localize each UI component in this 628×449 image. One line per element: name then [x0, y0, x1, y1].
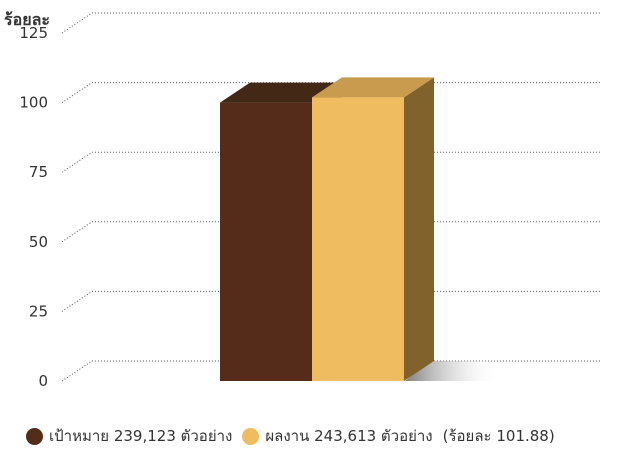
legend-item-actual: ผลงาน 243,613 ตัวอย่าง	[242, 424, 433, 448]
y-axis-label: ร้อยละ	[4, 10, 50, 29]
gridline-125	[61, 12, 600, 34]
gridline-0	[61, 360, 600, 382]
y-tick-label-75: 75	[29, 163, 48, 181]
legend-label-actual: ผลงาน	[265, 427, 310, 445]
y-tick-label-100: 100	[19, 94, 48, 112]
legend-swatch-target	[26, 427, 43, 445]
bar-floor-shadow	[405, 361, 500, 381]
gridline-50	[61, 221, 600, 243]
bar-front-0	[220, 102, 312, 381]
bar-actual	[312, 77, 434, 381]
legend-note: (ร้อยละ 101.88)	[442, 427, 555, 445]
legend-item-target: เป้าหมาย 239,123 ตัวอย่าง	[26, 424, 232, 448]
plot-area: 0 25 50 75 100 125	[19, 12, 600, 390]
y-tick-label-25: 25	[29, 302, 48, 320]
bar-target	[220, 82, 342, 381]
bar-top-1	[312, 77, 434, 98]
bar-top-0	[220, 82, 342, 103]
legend-label-target: เป้าหมาย	[49, 427, 110, 445]
legend: เป้าหมาย 239,123 ตัวอย่าง ผลงาน 243,613 …	[26, 424, 555, 448]
y-tick-label-50: 50	[29, 233, 48, 251]
y-tick-label-0: 0	[38, 372, 48, 390]
legend-count-target: 239,123 ตัวอย่าง	[113, 427, 233, 445]
bar-front-1	[312, 97, 404, 381]
y-tick-label-125: 125	[19, 24, 48, 42]
bar-side-1	[404, 77, 434, 381]
gridline-75	[61, 151, 600, 173]
gridline-25	[61, 290, 600, 312]
legend-count-actual: 243,613 ตัวอย่าง	[314, 427, 433, 445]
gridline-100	[61, 82, 600, 104]
legend-swatch-actual	[242, 427, 260, 445]
